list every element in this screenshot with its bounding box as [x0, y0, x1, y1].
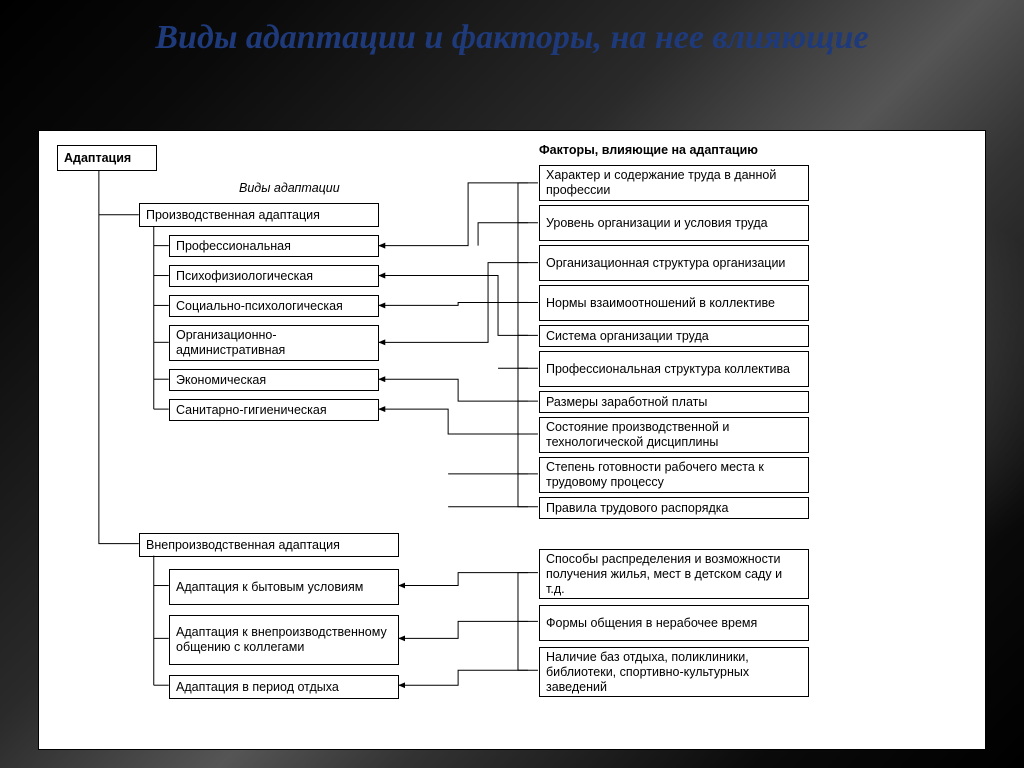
root-label: Адаптация: [64, 151, 131, 166]
prod-factor-4: Система организации труда: [539, 325, 809, 347]
factors-header: Факторы, влияющие на адаптацию: [539, 143, 758, 157]
prod-factor-8: Степень готовности рабочего места к труд…: [539, 457, 809, 493]
prod-type-5: Санитарно-гигиеническая: [169, 399, 379, 421]
prod-type-3: Организационно-административная: [169, 325, 379, 361]
prod-factor-1: Уровень организации и условия труда: [539, 205, 809, 241]
nonprod-factor-0: Способы распределения и возможности полу…: [539, 549, 809, 599]
title-text: Виды адаптации и факторы, на нее влияющи…: [155, 19, 868, 56]
prod-type-4: Экономическая: [169, 369, 379, 391]
slide-title: Виды адаптации и факторы, на нее влияющи…: [0, 18, 1024, 57]
root-box: Адаптация: [57, 145, 157, 171]
nonprod-type-0: Адаптация к бытовым условиям: [169, 569, 399, 605]
prod-factor-2: Организационная структура организации: [539, 245, 809, 281]
nonprod-type-2: Адаптация в период отдыха: [169, 675, 399, 699]
prod-factor-6: Размеры заработной платы: [539, 391, 809, 413]
prod-factor-5: Профессиональная структура коллектива: [539, 351, 809, 387]
nonprod-factor-1: Формы общения в нерабочее время: [539, 605, 809, 641]
diagram-container: Адаптация Факторы, влияющие на адаптацию…: [38, 130, 986, 750]
prod-type-0: Профессиональная: [169, 235, 379, 257]
nonproduction-header-box: Внепроизводственная адаптация: [139, 533, 399, 557]
nonprod-factor-2: Наличие баз отдыха, поликлиники, библиот…: [539, 647, 809, 697]
prod-factor-3: Нормы взаимоотношений в коллективе: [539, 285, 809, 321]
production-header-box: Производственная адаптация: [139, 203, 379, 227]
prod-factor-7: Состояние производственной и технологиче…: [539, 417, 809, 453]
prod-type-2: Социально-психологическая: [169, 295, 379, 317]
prod-type-1: Психофизиологическая: [169, 265, 379, 287]
types-header: Виды адаптации: [239, 181, 340, 195]
nonprod-type-1: Адаптация к внепроизводственному общению…: [169, 615, 399, 665]
prod-factor-9: Правила трудового распорядка: [539, 497, 809, 519]
prod-factor-0: Характер и содержание труда в данной про…: [539, 165, 809, 201]
